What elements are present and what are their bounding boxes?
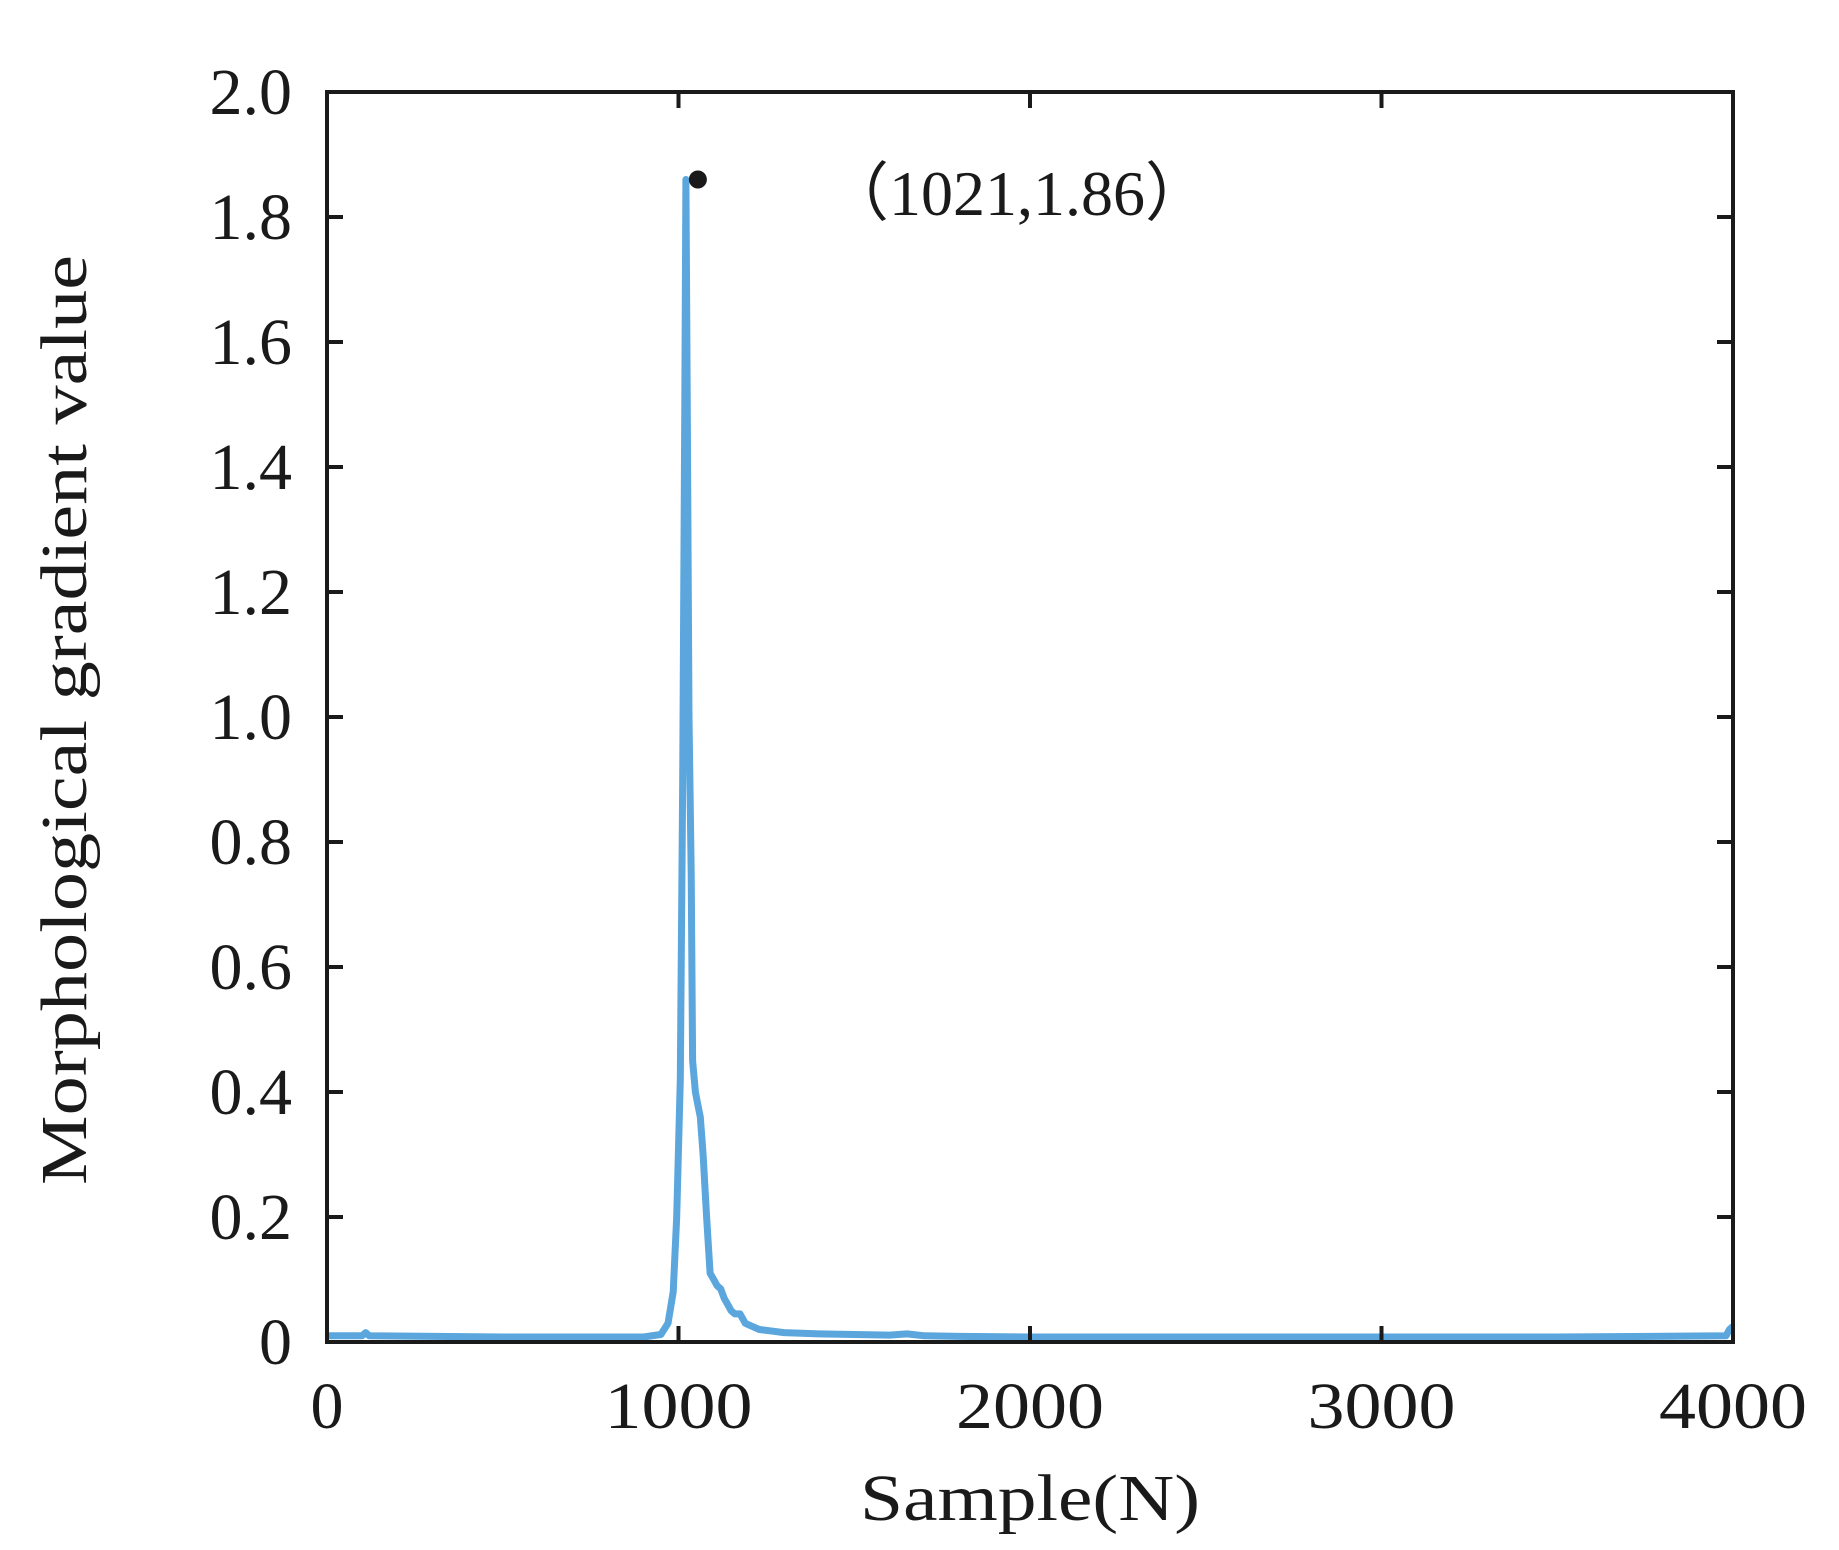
axis-ticks <box>325 90 1735 1344</box>
y-tick-label: 1.4 <box>210 431 293 504</box>
x-tick-label: 0 <box>311 1370 344 1443</box>
x-axis-title: Sample(N) <box>860 1462 1200 1535</box>
plot-area-frame <box>325 90 1735 1344</box>
y-tick-label: 1.0 <box>210 681 293 754</box>
x-tick-label: 2000 <box>956 1370 1104 1443</box>
y-axis-title: Morphological gradient value <box>28 255 101 1185</box>
y-tick-label: 0.8 <box>210 806 293 879</box>
peak-annotation: （1021,1.86） <box>825 158 1209 229</box>
y-tick-labels: 0 0.2 0.4 0.6 0.8 1.0 1.2 1.4 1.6 1.8 2.0 <box>210 56 293 1379</box>
peak-marker-dot <box>688 170 707 189</box>
y-tick-label: 0 <box>259 1306 292 1379</box>
x-tick-label: 1000 <box>605 1370 753 1443</box>
y-tick-label: 0.2 <box>210 1181 293 1254</box>
y-tick-label: 0.6 <box>210 931 293 1004</box>
y-tick-label: 1.6 <box>210 306 293 379</box>
y-tick-label: 1.8 <box>210 181 293 254</box>
x-tick-label: 4000 <box>1659 1370 1807 1443</box>
x-tick-labels: 0 1000 2000 3000 4000 <box>311 1370 1808 1443</box>
x-tick-label: 3000 <box>1308 1370 1456 1443</box>
series-line <box>327 176 1736 1341</box>
y-tick-label: 2.0 <box>210 56 293 129</box>
y-tick-label: 0.4 <box>210 1056 293 1129</box>
y-tick-label: 1.2 <box>210 556 293 629</box>
plot-series <box>327 176 1736 1341</box>
